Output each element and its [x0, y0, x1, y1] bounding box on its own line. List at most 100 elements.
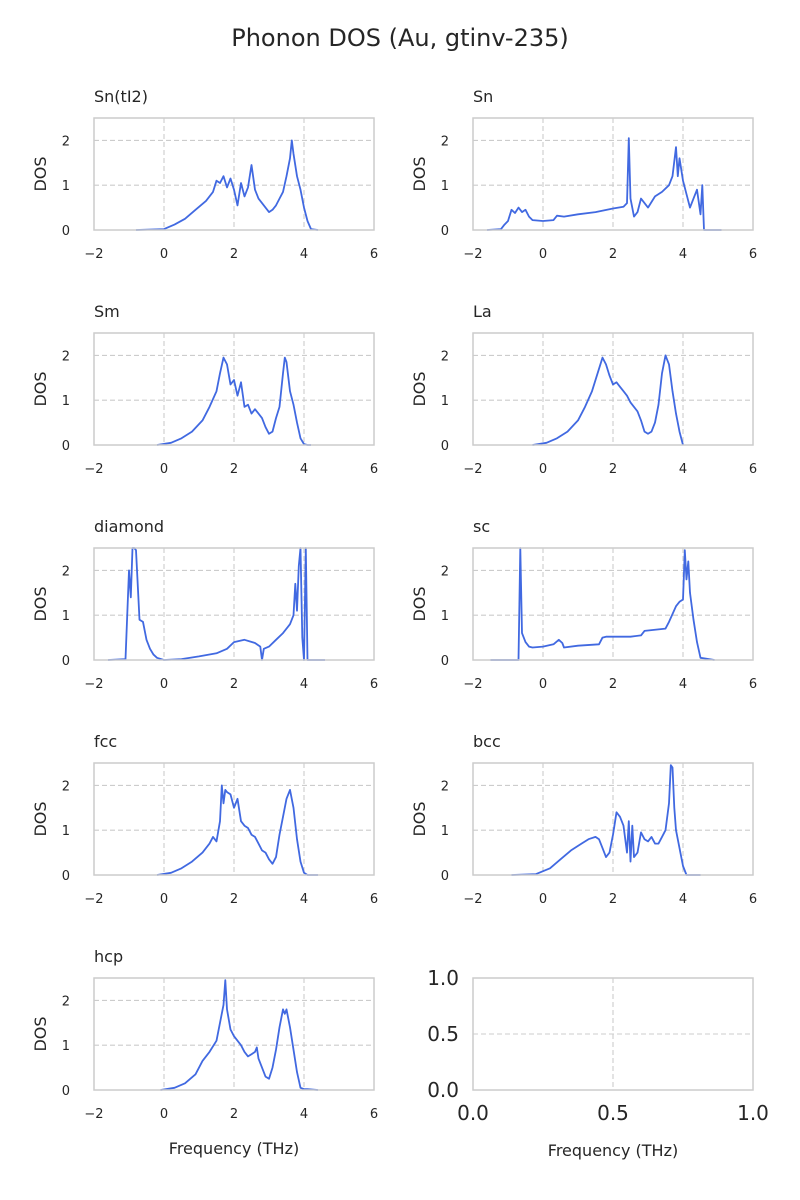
y-axis-label: DOS	[410, 586, 429, 621]
panel-sn: −2 0 2 4 6 0 1 2 Sn DOS	[410, 87, 757, 262]
x-axis-label: Frequency (THz)	[548, 1141, 678, 1160]
x-tick-label: −2	[463, 462, 482, 477]
panel-bcc: −2 0 2 4 6 0 1 2 bcc DOS	[410, 732, 757, 907]
panel-title: La	[473, 302, 492, 321]
y-tick-label: 2	[441, 134, 449, 149]
panel-sm: −2 0 2 4 6 0 1 2 Sm DOS	[31, 302, 378, 477]
y-tick-label: 2	[441, 349, 449, 364]
y-tick-label: 2	[62, 779, 70, 794]
x-tick-label: 0	[539, 892, 547, 907]
plot-frame	[472, 977, 754, 1091]
x-tick-label: −2	[84, 247, 103, 262]
x-tick-label: 2	[609, 677, 617, 692]
y-tick-label: 0	[62, 869, 70, 884]
panel-sc: −2 0 2 4 6 0 1 2 sc DOS	[410, 517, 757, 692]
y-tick-label: 1	[441, 824, 449, 839]
x-tick-label: 2	[609, 462, 617, 477]
dos-line	[511, 764, 701, 876]
x-tick-label: 2	[230, 247, 238, 262]
x-tick-label: 4	[300, 1107, 308, 1122]
dos-line	[156, 356, 311, 446]
x-tick-label: 6	[370, 677, 378, 692]
y-tick-label: 1.0	[427, 966, 459, 990]
y-axis-label: DOS	[31, 1016, 50, 1051]
y-tick-label: 1	[62, 179, 70, 194]
x-tick-label: 0	[160, 677, 168, 692]
y-tick-label: 0	[62, 439, 70, 454]
x-tick-label: 0.0	[457, 1101, 489, 1125]
y-tick-label: 2	[62, 349, 70, 364]
x-tick-label: 6	[370, 247, 378, 262]
x-tick-label: 2	[609, 892, 617, 907]
x-tick-label: 0	[539, 462, 547, 477]
y-axis-label: DOS	[410, 801, 429, 836]
y-axis-label: DOS	[410, 156, 429, 191]
x-tick-label: 2	[230, 462, 238, 477]
plot-frame	[472, 332, 754, 446]
x-tick-label: −2	[84, 462, 103, 477]
x-tick-label: 4	[300, 247, 308, 262]
plot-frame	[93, 547, 375, 661]
panel-title: hcp	[94, 947, 123, 966]
plot-frame	[472, 547, 754, 661]
x-axis-label: Frequency (THz)	[169, 1139, 299, 1158]
y-tick-label: 2	[62, 564, 70, 579]
y-axis-label: DOS	[31, 801, 50, 836]
y-axis-label: DOS	[31, 156, 50, 191]
y-tick-label: 0	[441, 869, 449, 884]
y-tick-label: 1	[62, 1039, 70, 1054]
x-tick-label: 6	[370, 462, 378, 477]
panel-hcp: −2 0 2 4 6 0 1 2 hcp DOS Frequency (THz)	[31, 947, 378, 1158]
y-tick-label: 1	[441, 394, 449, 409]
dos-line	[160, 979, 319, 1091]
x-tick-label: 2	[230, 677, 238, 692]
x-tick-label: 6	[749, 892, 757, 907]
x-tick-label: −2	[84, 1107, 103, 1122]
y-tick-label: 0	[441, 654, 449, 669]
x-tick-label: −2	[84, 892, 103, 907]
x-tick-label: 4	[300, 677, 308, 692]
y-tick-label: 0	[62, 224, 70, 239]
x-tick-label: 4	[300, 892, 308, 907]
panel-title: sc	[473, 517, 490, 536]
y-tick-label: 2	[441, 564, 449, 579]
panel-la: −2 0 2 4 6 0 1 2 La DOS	[410, 302, 757, 477]
x-tick-label: 6	[370, 892, 378, 907]
x-tick-label: 6	[370, 1107, 378, 1122]
y-tick-label: 1	[62, 824, 70, 839]
x-tick-label: −2	[84, 677, 103, 692]
panel-diamond: −2 0 2 4 6 0 1 2 diamond DOS	[31, 517, 378, 692]
panel-sn-ti2-: −2 0 2 4 6 0 1 2 Sn(tI2) DOS	[31, 87, 378, 262]
x-tick-label: 6	[749, 247, 757, 262]
x-tick-label: 2	[230, 1107, 238, 1122]
panel-title: bcc	[473, 732, 501, 751]
x-tick-label: −2	[463, 892, 482, 907]
panel-title: Sm	[94, 302, 120, 321]
x-tick-label: 0.5	[597, 1101, 629, 1125]
x-tick-label: 4	[679, 677, 687, 692]
y-tick-label: 2	[441, 779, 449, 794]
dos-line	[107, 547, 325, 661]
y-tick-label: 0.0	[427, 1078, 459, 1102]
dos-line	[486, 137, 722, 231]
y-tick-label: 1	[441, 179, 449, 194]
x-tick-label: 4	[679, 892, 687, 907]
y-tick-label: 0.5	[427, 1022, 459, 1046]
x-tick-label: 6	[749, 677, 757, 692]
x-tick-label: 0	[160, 462, 168, 477]
y-tick-label: 0	[62, 654, 70, 669]
x-tick-label: 6	[749, 462, 757, 477]
panel-title: Sn	[473, 87, 493, 106]
x-tick-label: 4	[300, 462, 308, 477]
dos-line	[135, 139, 319, 231]
plot-frame	[472, 117, 754, 231]
x-tick-label: −2	[463, 677, 482, 692]
dos-line	[490, 547, 715, 661]
plot-frame	[472, 762, 754, 876]
plot-frame	[93, 117, 375, 231]
panel-fcc: −2 0 2 4 6 0 1 2 fcc DOS	[31, 732, 378, 907]
x-tick-label: 2	[230, 892, 238, 907]
x-tick-label: 0	[160, 892, 168, 907]
y-tick-label: 1	[62, 609, 70, 624]
